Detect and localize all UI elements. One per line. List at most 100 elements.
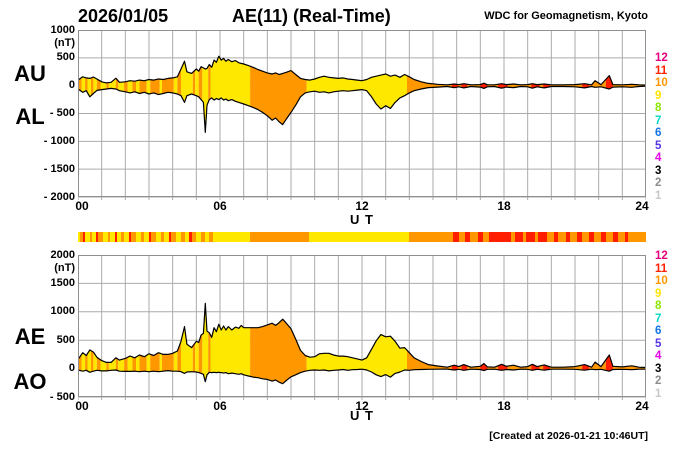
- activity-level-2: 2: [655, 375, 662, 387]
- colorbar-segment: [514, 232, 523, 242]
- fill-segment: [108, 78, 116, 89]
- fill-segment: [250, 319, 307, 384]
- activity-level-12: 12: [655, 250, 668, 262]
- series-label-al: AL: [15, 104, 45, 129]
- colorbar-segment: [171, 232, 177, 242]
- colorbar-segment: [131, 232, 136, 242]
- colorbar-segment: [469, 232, 478, 242]
- fill-segment: [181, 326, 193, 374]
- activity-level-1: 1: [655, 189, 662, 202]
- fill-segment: [589, 79, 606, 89]
- colorbar-segment: [628, 232, 646, 242]
- colorbar-segment: [114, 232, 118, 242]
- colorbar-segment: [78, 232, 81, 242]
- fill-segment: [87, 78, 91, 97]
- y-tick-label: - 500: [49, 390, 75, 403]
- activity-level-8: 8: [655, 300, 662, 312]
- fill-segment: [461, 83, 468, 88]
- fill-segment: [124, 81, 128, 93]
- fill-segment: [146, 353, 151, 372]
- fill-segment: [173, 76, 178, 94]
- colorbar-segment: [151, 232, 157, 242]
- activity-colorbar: [78, 232, 646, 242]
- y-tick-label: 1000: [50, 305, 75, 318]
- colorbar-segment: [477, 232, 483, 242]
- fill-segment: [195, 341, 199, 373]
- colorbar-segment: [120, 232, 125, 242]
- fill-segment: [118, 80, 125, 92]
- activity-level-5: 5: [655, 337, 662, 350]
- fill-segment: [106, 362, 109, 371]
- fill-segment: [81, 76, 86, 93]
- colorbar-segment: [209, 232, 213, 242]
- colorbar-segment: [534, 232, 539, 242]
- colorbar-segment: [80, 232, 83, 242]
- fill-segment: [150, 352, 160, 372]
- activity-level-1: 1: [655, 387, 662, 400]
- activity-level-8: 8: [655, 102, 662, 114]
- activity-level-7: 7: [655, 312, 662, 325]
- ae-ao-plot: [77, 254, 647, 406]
- fill-segment: [173, 351, 178, 372]
- fill-segment: [208, 332, 211, 374]
- colorbar-segment: [196, 232, 202, 242]
- au-al-plot: [77, 29, 647, 206]
- activity-level-10: 10: [655, 275, 668, 287]
- colorbar-segment: [617, 232, 625, 242]
- fill-segment: [100, 359, 107, 371]
- fill-segment: [589, 360, 606, 371]
- series-label-au: AU: [14, 61, 46, 86]
- fill-segment: [132, 357, 136, 372]
- colorbar-segment: [102, 232, 108, 242]
- colorbar-segment: [488, 232, 512, 242]
- colorbar-segment: [82, 232, 86, 242]
- colorbar-segment: [511, 232, 515, 242]
- fill-segment: [127, 80, 133, 93]
- fill-segment: [136, 355, 140, 372]
- activity-level-3: 3: [655, 362, 662, 375]
- fill-segment: [461, 364, 468, 371]
- colorbar-segment: [149, 232, 152, 242]
- colorbar-segment: [459, 232, 465, 242]
- colorbar-segment: [249, 232, 309, 242]
- fill-segment: [96, 79, 101, 91]
- y-axis-unit: (nT): [54, 36, 75, 49]
- colorbar-segment: [546, 232, 554, 242]
- fill-segment: [124, 357, 128, 372]
- activity-level-6: 6: [655, 325, 662, 337]
- series-label-ao: AO: [13, 369, 47, 394]
- y-tick-label: - 1000: [43, 134, 75, 147]
- fill-segment: [91, 350, 94, 372]
- colorbar-segment: [201, 232, 205, 242]
- fill-segment: [407, 350, 452, 371]
- colorbar-segment: [128, 232, 132, 242]
- colorbar-segment: [409, 232, 454, 242]
- y-tick-label: 500: [56, 333, 75, 346]
- activity-level-7: 7: [655, 114, 662, 127]
- fill-segment: [306, 74, 407, 109]
- fill-segment: [85, 77, 88, 93]
- fill-segment: [605, 75, 613, 89]
- colorbar-segment: [605, 232, 613, 242]
- colorbar-segment: [577, 232, 583, 242]
- colorbar-segment: [538, 232, 547, 242]
- activity-level-2: 2: [655, 177, 662, 189]
- fill-segment: [605, 355, 613, 372]
- colorbar-segment: [570, 232, 578, 242]
- colorbar-segment: [135, 232, 141, 242]
- y-tick-label: 1500: [50, 276, 75, 289]
- colorbar-segment: [582, 232, 590, 242]
- fill-segment: [210, 324, 251, 377]
- activity-level-9: 9: [655, 89, 662, 102]
- fill-segment: [195, 69, 199, 97]
- colorbar-segment: [164, 232, 170, 242]
- fill-segment: [87, 349, 91, 373]
- x-tick-label: 06: [213, 399, 227, 413]
- x-tick-label: 24: [635, 399, 649, 413]
- colorbar-segment: [109, 232, 115, 242]
- fill-segment: [198, 66, 203, 101]
- fill-segment: [85, 353, 88, 371]
- panel-canvas-bottom: [77, 254, 647, 400]
- fill-segment: [150, 79, 160, 95]
